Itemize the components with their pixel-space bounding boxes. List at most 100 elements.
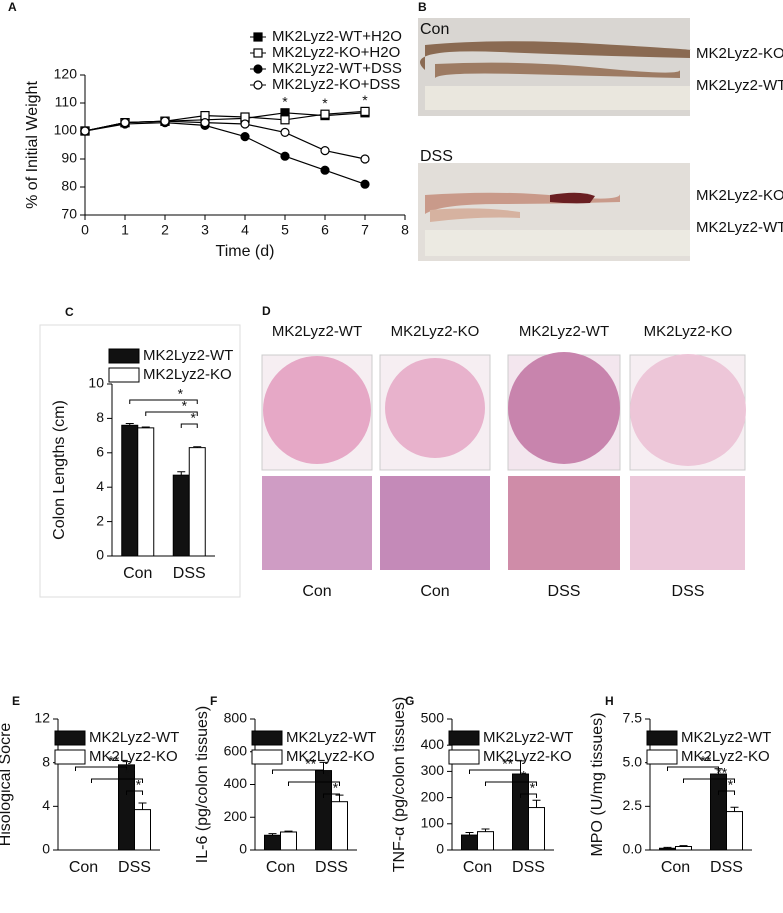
column-title: MK2Lyz2-WT	[519, 323, 609, 340]
marker	[160, 116, 170, 126]
y-tick-label: 100	[54, 122, 78, 138]
colon	[430, 208, 520, 222]
colon	[550, 192, 595, 204]
photo-label: MK2Lyz2-KO	[696, 187, 783, 204]
marker	[280, 115, 290, 125]
legend-marker	[253, 64, 263, 74]
marker	[280, 151, 290, 161]
tissue	[630, 354, 746, 466]
bar	[710, 773, 727, 851]
error-bar	[177, 471, 186, 476]
significance-bracket	[91, 778, 143, 783]
error-bar	[532, 799, 541, 808]
significance-label: *	[521, 768, 527, 784]
photo-group	[418, 18, 691, 261]
significance-label: **	[502, 756, 513, 772]
tissue	[263, 356, 371, 464]
significance-label: *	[530, 780, 536, 796]
significance-label: *	[324, 768, 330, 784]
legend-swatch	[108, 348, 140, 364]
y-tick-label: 400	[224, 775, 248, 791]
significance-label: **	[305, 756, 316, 772]
error-bar	[193, 446, 202, 448]
error-bar	[319, 761, 328, 771]
legend-swatch	[54, 749, 86, 765]
x-tick-label: 2	[161, 222, 169, 238]
x-tick-label: 6	[321, 222, 329, 238]
bar	[477, 831, 494, 851]
bar	[280, 831, 297, 851]
photo-label: MK2Lyz2-WT	[696, 77, 783, 94]
bar	[264, 834, 281, 851]
bar	[528, 807, 545, 851]
x-tick-label: Con	[463, 859, 492, 876]
significance-bracket	[520, 793, 537, 798]
panel-letter: B	[418, 0, 427, 14]
photo-label: MK2Lyz2-KO	[696, 45, 783, 62]
y-tick-label: 8	[42, 753, 50, 769]
marker	[240, 132, 250, 142]
significance-bracket	[272, 769, 324, 774]
significance-label: **	[124, 765, 135, 781]
photo-title: Con	[420, 21, 449, 38]
bar	[461, 834, 478, 851]
x-tick-label: 8	[401, 222, 409, 238]
significance: *	[362, 92, 368, 108]
marker	[240, 119, 250, 129]
x-tick-label: Con	[69, 859, 98, 876]
significance-bracket	[288, 781, 340, 786]
tissue	[508, 352, 620, 464]
legend-label: MK2Lyz2-KO	[681, 748, 770, 765]
colon	[435, 62, 680, 78]
significance-bracket	[323, 793, 340, 798]
x-tick-label: 5	[281, 222, 289, 238]
significance-label: *	[182, 398, 188, 414]
bar	[726, 811, 743, 851]
x-tick-label: Con	[661, 859, 690, 876]
marker	[200, 117, 210, 128]
legend-label: MK2Lyz2-WT	[483, 729, 573, 746]
bar	[137, 427, 155, 557]
bar	[512, 773, 529, 851]
y-tick-label: 5.0	[623, 753, 643, 769]
legend-label: MK2Lyz2-WT	[286, 729, 376, 746]
photo-label: MK2Lyz2-WT	[696, 219, 783, 236]
y-axis-label: Hisological Socre	[0, 723, 14, 847]
significance-label: **	[716, 765, 727, 781]
y-tick-label: 90	[61, 150, 77, 166]
error-bar	[141, 426, 150, 428]
colon	[420, 41, 691, 70]
column-group: DSS	[672, 583, 705, 600]
y-tick-label: 4	[96, 478, 104, 494]
significance-bracket	[129, 399, 198, 404]
x-tick-label: Con	[266, 859, 295, 876]
y-tick-label: 70	[61, 206, 77, 222]
significance-bracket	[75, 766, 127, 771]
legend-swatch	[54, 730, 86, 746]
y-tick-label: 2	[96, 512, 104, 528]
marker	[320, 146, 330, 156]
bar	[121, 424, 139, 557]
legend-swatch	[108, 367, 140, 383]
legend-label: MK2Lyz2-WT	[143, 347, 233, 364]
panel-letter: D	[262, 304, 271, 318]
x-tick-label: DSS	[315, 859, 348, 876]
significance-label: **	[700, 753, 711, 769]
marker	[320, 165, 330, 175]
column-group: Con	[302, 583, 331, 600]
x-tick-label: DSS	[512, 859, 545, 876]
panel-letter: E	[12, 694, 20, 708]
marker	[120, 117, 130, 128]
y-tick-label: 100	[421, 815, 445, 831]
error-bar	[284, 830, 293, 832]
legend-label: MK2Lyz2-KO+DSS	[272, 76, 400, 93]
legend-label: MK2Lyz2-KO	[143, 366, 232, 383]
column-title: MK2Lyz2-WT	[272, 323, 362, 340]
y-axis-label: Colon Lengths (cm)	[51, 400, 68, 540]
y-tick-label: 4	[42, 797, 50, 813]
significance-label: *	[136, 777, 142, 793]
y-tick-label: 120	[54, 66, 78, 82]
x-tick-label: 7	[361, 222, 369, 238]
error-bar	[481, 828, 490, 832]
series-line	[84, 120, 366, 160]
